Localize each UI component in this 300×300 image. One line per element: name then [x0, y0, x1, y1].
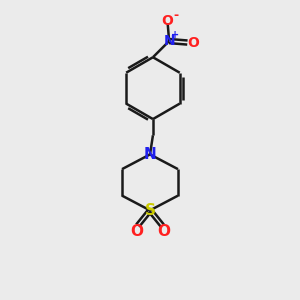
Text: O: O: [130, 224, 143, 239]
Text: -: -: [173, 9, 178, 22]
Text: O: O: [157, 224, 170, 239]
Text: S: S: [145, 203, 155, 218]
Text: N: N: [163, 34, 175, 48]
Text: +: +: [171, 30, 179, 40]
Text: O: O: [162, 14, 174, 28]
Text: N: N: [144, 147, 156, 162]
Text: O: O: [187, 35, 199, 50]
